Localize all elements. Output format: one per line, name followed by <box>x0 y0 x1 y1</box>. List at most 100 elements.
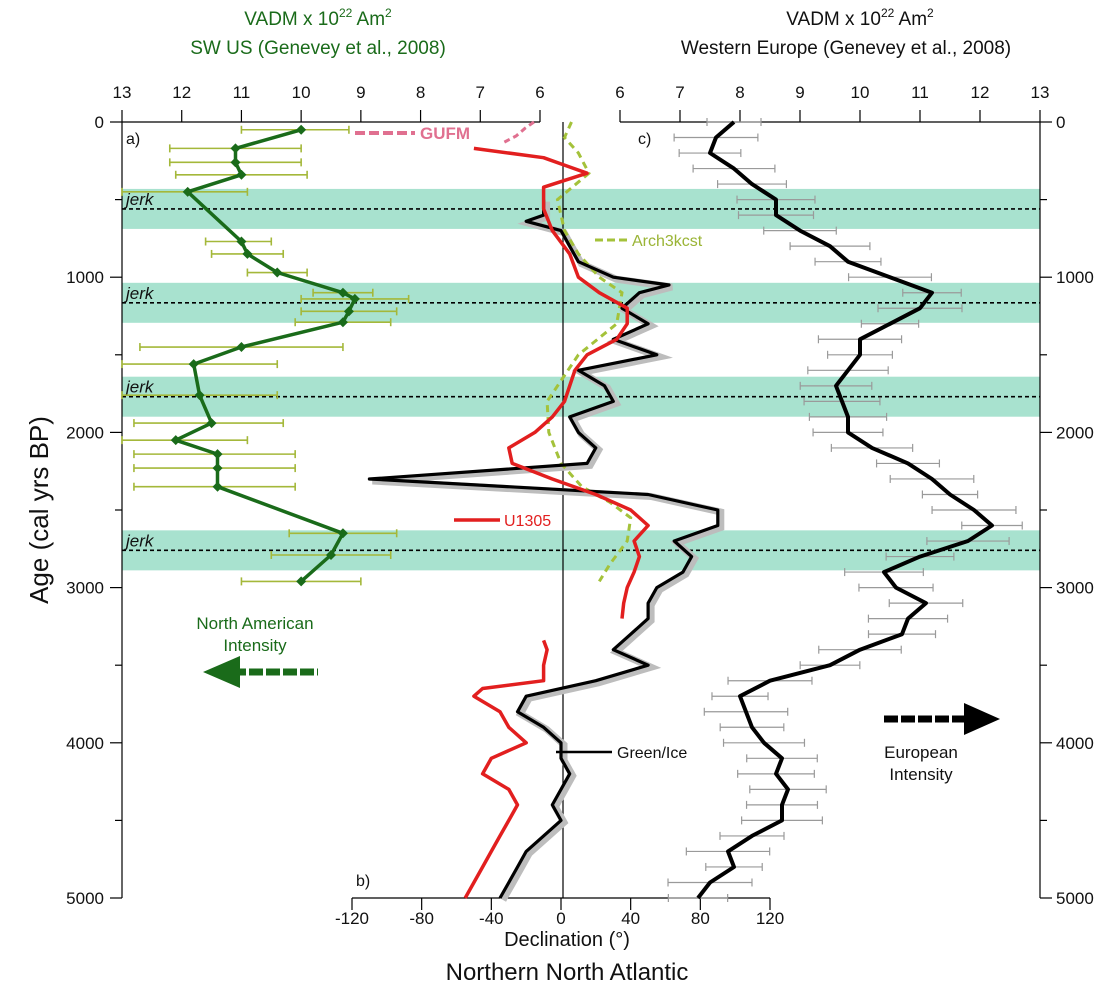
sw-us-point <box>242 248 253 259</box>
y-tick-label-left: 4000 <box>66 734 104 753</box>
top-right-tick-label: 9 <box>795 83 804 102</box>
jerk-label: jerk <box>124 378 155 397</box>
x-axis-title: Declination (°) <box>504 929 630 951</box>
sw-us-point <box>212 463 223 474</box>
sw-us-point <box>170 435 181 446</box>
bottom-tick-label: -40 <box>479 909 504 928</box>
europe-axis-title-line2: Western Europe (Genevey et al., 2008) <box>681 38 1011 59</box>
sw-us-point <box>326 550 336 561</box>
panel-label-b: b) <box>356 873 370 890</box>
y-tick-label-left: 1000 <box>66 268 104 287</box>
y-tick-label-left: 3000 <box>66 579 104 598</box>
sw-us-point <box>272 267 283 278</box>
figure-footer: Northern North Atlantic <box>446 959 689 986</box>
jerk-label: jerk <box>124 284 155 303</box>
green-ice-shade-band <box>372 201 725 902</box>
sw-us-points <box>170 124 360 587</box>
bottom-tick-labels: -120 -80 -40 0 40 80 120 <box>335 909 784 928</box>
sw-us-point <box>296 124 307 135</box>
top-left-tick-label: 11 <box>233 83 251 102</box>
panel-label-c: c) <box>638 131 651 148</box>
top-left-tick-label: 10 <box>292 83 311 102</box>
sw-us-axis-title-line1: VADM x 1022 Am2 <box>244 6 392 30</box>
y-tick-label-right: 4000 <box>1056 734 1094 753</box>
top-left-tick-label: 8 <box>416 83 425 102</box>
sw-us-point <box>236 169 247 180</box>
top-right-tick-label: 11 <box>911 83 929 102</box>
sw-us-point <box>337 528 348 539</box>
sw-us-point <box>194 390 205 401</box>
north-american-intensity-line1: North American <box>196 614 313 633</box>
europe-series-line <box>696 120 994 900</box>
green-ice-shading <box>372 201 725 902</box>
european-intensity-line2: Intensity <box>889 765 953 784</box>
european-arrow-icon <box>884 703 1000 735</box>
bottom-tick-label: 120 <box>756 909 784 928</box>
sw-us-point <box>349 293 360 304</box>
top-left-tick-label: 6 <box>535 83 544 102</box>
green-ice-series-line <box>367 199 720 899</box>
europe-axis-title-line1: VADM x 1022 Am2 <box>786 6 934 30</box>
panel-label-a: a) <box>126 131 140 148</box>
top-right-tick-label: 13 <box>1031 83 1050 102</box>
sw-us-point <box>206 418 217 429</box>
y-tick-label-left: 0 <box>95 113 104 132</box>
european-intensity-line1: European <box>884 743 958 762</box>
bottom-tick-label: -120 <box>335 909 369 928</box>
bottom-tick-label: 40 <box>621 909 640 928</box>
bottom-tick-label: 80 <box>691 909 710 928</box>
u1305-label: U1305 <box>504 513 551 530</box>
y-tick-label-right: 0 <box>1056 113 1065 132</box>
y-tick-label-left: 5000 <box>66 889 104 908</box>
y-tick-label-right: 3000 <box>1056 579 1094 598</box>
y-tick-label-right: 5000 <box>1056 889 1094 908</box>
sw-us-point <box>337 287 348 298</box>
sw-us-point <box>343 306 354 317</box>
sw-us-point <box>230 143 241 154</box>
y-tick-labels-left: 0 1000 2000 3000 4000 5000 <box>66 113 104 908</box>
gufm-series-line <box>503 120 535 144</box>
top-left-tick-label: 13 <box>113 83 132 102</box>
arch3kcst-label: Arch3kcst <box>632 233 703 250</box>
y-tick-label-right: 2000 <box>1056 423 1094 442</box>
y-axis-title: Age (cal yrs BP) <box>24 416 54 604</box>
y-tick-label-left: 2000 <box>66 423 104 442</box>
top-right-tick-labels: 6 7 8 9 10 11 12 13 <box>615 83 1049 102</box>
top-right-tick-label: 8 <box>735 83 744 102</box>
sw-us-point <box>212 481 223 492</box>
jerk-labels: jerk jerk jerk jerk <box>124 190 155 550</box>
bottom-tick-label: -80 <box>409 909 434 928</box>
sw-us-point <box>236 236 247 247</box>
top-left-tick-label: 7 <box>476 83 485 102</box>
top-right-tick-label: 7 <box>675 83 684 102</box>
top-right-tick-label: 10 <box>851 83 870 102</box>
sw-us-point <box>230 157 241 168</box>
bottom-tick-label: 0 <box>556 909 565 928</box>
sw-us-point <box>236 342 247 353</box>
sw-us-point <box>188 359 199 370</box>
sw-us-axis-title-line2: SW US (Genevey et al., 2008) <box>190 38 446 59</box>
top-left-tick-label: 12 <box>172 83 191 102</box>
north-american-intensity-line2: Intensity <box>223 636 287 655</box>
sw-us-point <box>182 186 193 197</box>
top-left-tick-labels: 13 12 11 10 9 8 7 6 <box>113 83 545 102</box>
jerk-lines <box>122 208 1040 552</box>
y-tick-labels-right: 0 1000 2000 3000 4000 5000 <box>1056 113 1094 908</box>
axis-ticks <box>110 110 1052 910</box>
jerk-bands <box>122 188 1040 571</box>
jerk-label: jerk <box>124 190 155 209</box>
sw-us-point <box>212 449 223 460</box>
green-ice-label: Green/Ice <box>617 745 687 762</box>
jerk-label: jerk <box>124 531 155 550</box>
gufm-label: GUFM <box>420 124 470 143</box>
y-tick-label-right: 1000 <box>1056 268 1094 287</box>
top-right-tick-label: 12 <box>971 83 990 102</box>
arch3kcst-series-line <box>545 121 633 583</box>
top-right-tick-label: 6 <box>615 83 624 102</box>
u1305-series-line <box>463 146 650 899</box>
sw-us-point <box>296 576 307 587</box>
sw-us-point <box>337 317 348 328</box>
north-american-arrow-icon <box>203 656 318 688</box>
top-left-tick-label: 9 <box>356 83 365 102</box>
